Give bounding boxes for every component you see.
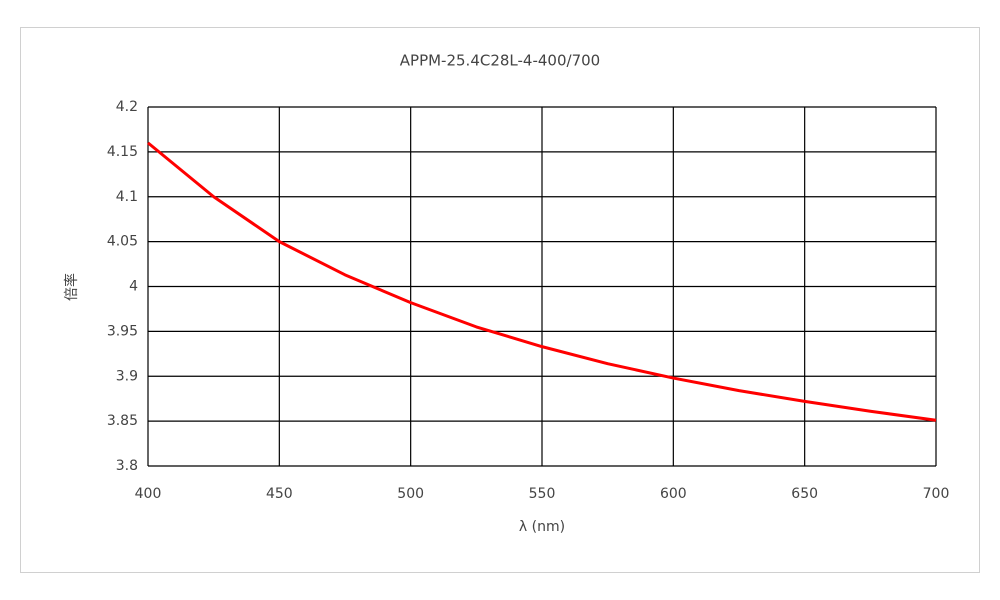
y-tick-label: 3.8 (116, 458, 138, 474)
chart-title: APPM-25.4C28L-4-400/700 (400, 52, 600, 70)
x-tick-label: 700 (923, 486, 950, 502)
y-tick-label: 3.85 (107, 413, 138, 429)
x-axis-label: λ (nm) (519, 519, 565, 535)
x-tick-label: 500 (397, 486, 424, 502)
x-tick-label: 450 (266, 486, 293, 502)
y-tick-label: 4.05 (107, 234, 138, 250)
y-axis-label: 倍率 (63, 273, 80, 301)
x-tick-label: 550 (529, 486, 556, 502)
x-tick-label: 650 (791, 486, 818, 502)
y-tick-label: 3.9 (116, 368, 138, 384)
x-tick-label: 400 (135, 486, 162, 502)
chart-frame (20, 27, 980, 573)
y-tick-label: 4.15 (107, 144, 138, 160)
y-tick-label: 4.2 (116, 99, 138, 115)
x-tick-label: 600 (660, 486, 687, 502)
y-tick-label: 3.95 (107, 323, 138, 339)
data-line (147, 141, 937, 422)
y-tick-label: 4.1 (116, 189, 138, 205)
y-tick-label: 4 (129, 279, 138, 295)
